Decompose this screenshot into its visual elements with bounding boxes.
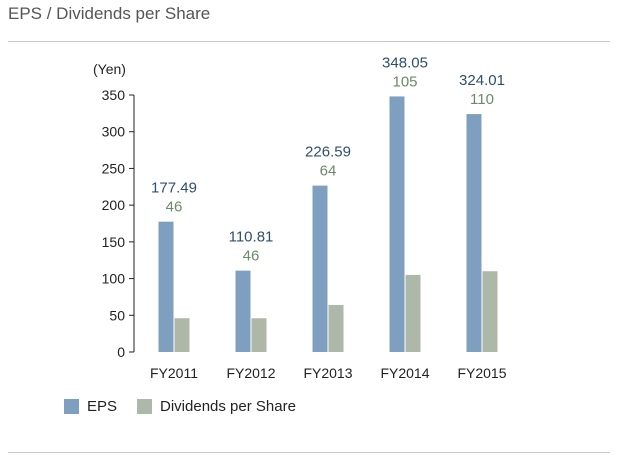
- eps-value-label: 324.01: [459, 72, 505, 89]
- y-tick-label: 150: [102, 234, 126, 250]
- x-tick-label: FY2015: [457, 365, 506, 381]
- dividend-value-label: 64: [320, 163, 337, 180]
- eps-value-label: 226.59: [305, 144, 351, 161]
- y-tick-label: 350: [102, 87, 126, 103]
- legend: EPS Dividends per Share: [64, 398, 316, 415]
- dividend-bar-FY2012: [251, 318, 267, 352]
- eps-bar-FY2012: [235, 270, 251, 352]
- legend-label-dividends: Dividends per Share: [160, 398, 296, 415]
- eps-value-label: 348.05: [382, 54, 428, 71]
- legend-item-dividends: Dividends per Share: [137, 398, 296, 415]
- x-tick-label: FY2014: [380, 365, 429, 381]
- legend-label-eps: EPS: [87, 398, 118, 415]
- dividend-value-label: 46: [243, 248, 260, 265]
- dividend-bar-FY2015: [482, 271, 498, 352]
- y-tick-label: 50: [109, 307, 125, 323]
- y-tick-label: 100: [102, 271, 126, 287]
- eps-bar-FY2014: [389, 96, 405, 352]
- dividend-value-label: 110: [470, 91, 494, 108]
- eps-value-label: 177.49: [151, 180, 197, 197]
- x-axis-labels: FY2011 FY2012 FY2013 FY2014 FY2015: [150, 365, 507, 381]
- chart-title: EPS / Dividends per Share: [8, 4, 211, 23]
- y-tick-label: 0: [117, 344, 125, 360]
- y-tick-label: 200: [102, 197, 126, 213]
- dividend-bar-FY2011: [174, 318, 190, 352]
- y-tick-label: 300: [102, 124, 126, 140]
- top-divider: [8, 41, 610, 42]
- dividend-bar-FY2014: [405, 274, 421, 352]
- y-tick-label: 250: [102, 160, 126, 176]
- bottom-divider: [8, 452, 610, 453]
- dividend-value-label: 46: [166, 199, 183, 216]
- legend-swatch-dividends: [137, 399, 153, 414]
- x-tick-label: FY2012: [226, 365, 275, 381]
- dividend-value-label: 105: [392, 73, 417, 90]
- y-axis-ticks: 0 50 100 150 200 250 300 350: [102, 87, 134, 360]
- eps-bar-FY2015: [466, 114, 482, 353]
- y-axis-label: (Yen): [93, 61, 126, 77]
- dividend-bar-FY2013: [328, 305, 344, 352]
- bars: 46 177.49 46 110.81 64 226.59 105 348.05 110 324.…: [151, 54, 505, 353]
- eps-value-label: 110.81: [229, 229, 274, 246]
- x-tick-label: FY2011: [150, 365, 198, 381]
- eps-bar-FY2013: [312, 185, 328, 352]
- eps-bar-FY2011: [158, 221, 174, 352]
- legend-swatch-eps: [64, 399, 79, 414]
- x-tick-label: FY2013: [303, 365, 352, 381]
- legend-item-eps: EPS: [64, 398, 117, 415]
